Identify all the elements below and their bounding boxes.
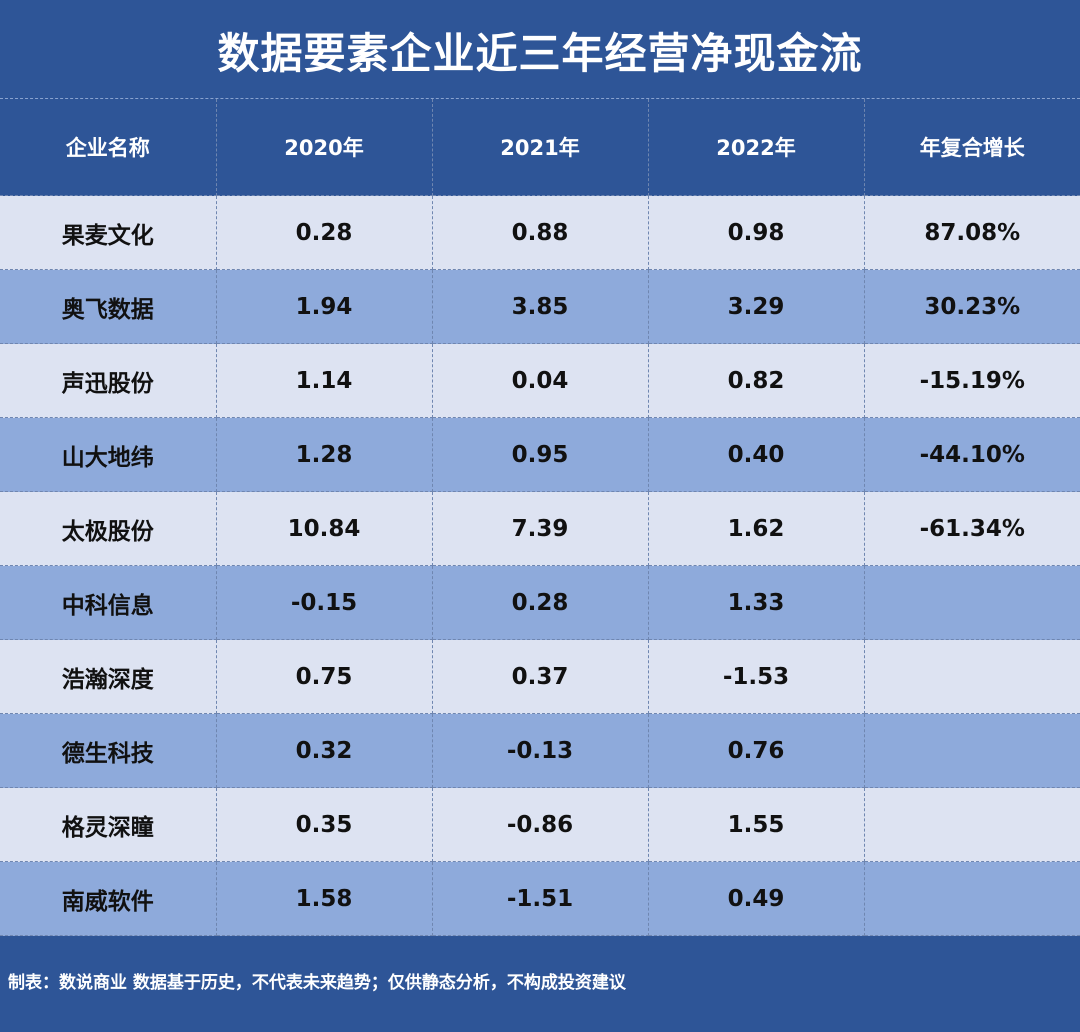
cagr-cell: -15.19% <box>863 343 1080 418</box>
company-cell: 太极股份 <box>0 491 217 566</box>
company-cell: 果麦文化 <box>0 195 217 270</box>
table-row: 德生科技 0.32 -0.13 0.76 <box>0 713 1080 788</box>
cagr-cell <box>863 639 1080 714</box>
header-company: 企业名称 <box>0 99 217 196</box>
cashflow-table: 企业名称 2020年 2021年 2022年 年复合增长 果麦文化 0.28 0.8… <box>0 99 1080 936</box>
value-2022-cell: 0.76 <box>647 713 865 788</box>
value-2021-cell: 3.85 <box>431 269 649 344</box>
value-2021-cell: -0.86 <box>431 787 649 862</box>
value-2020-cell: 0.32 <box>215 713 433 788</box>
company-cell: 浩瀚深度 <box>0 639 217 714</box>
value-2020-cell: 1.14 <box>215 343 433 418</box>
value-2022-cell: -1.53 <box>647 639 865 714</box>
value-2022-cell: 0.98 <box>647 195 865 270</box>
cagr-cell: -44.10% <box>863 417 1080 492</box>
table-row: 中科信息 -0.15 0.28 1.33 <box>0 565 1080 640</box>
value-2022-cell: 1.33 <box>647 565 865 640</box>
value-2021-cell: -1.51 <box>431 861 649 936</box>
table-row: 山大地纬 1.28 0.95 0.40 -44.10% <box>0 417 1080 492</box>
company-cell: 格灵深瞳 <box>0 787 217 862</box>
company-cell: 山大地纬 <box>0 417 217 492</box>
table-row: 浩瀚深度 0.75 0.37 -1.53 <box>0 639 1080 714</box>
cagr-cell: 87.08% <box>863 195 1080 270</box>
value-2020-cell: 0.35 <box>215 787 433 862</box>
value-2021-cell: 0.37 <box>431 639 649 714</box>
cagr-cell <box>863 713 1080 788</box>
cagr-cell: 30.23% <box>863 269 1080 344</box>
table-row: 奥飞数据 1.94 3.85 3.29 30.23% <box>0 269 1080 344</box>
source-note: 制表：数说商业 数据基于历史，不代表未来趋势；仅供静态分析，不构成投资建议 <box>8 973 626 993</box>
value-2020-cell: -0.15 <box>215 565 433 640</box>
header-2021: 2021年 <box>431 99 649 196</box>
value-2020-cell: 1.58 <box>215 861 433 936</box>
value-2022-cell: 1.55 <box>647 787 865 862</box>
table-row: 南威软件 1.58 -1.51 0.49 <box>0 861 1080 936</box>
value-2020-cell: 1.94 <box>215 269 433 344</box>
table-header-row: 企业名称 2020年 2021年 2022年 年复合增长 <box>0 99 1080 196</box>
table-row: 格灵深瞳 0.35 -0.86 1.55 <box>0 787 1080 862</box>
page-title: 数据要素企业近三年经营净现金流 <box>217 28 863 78</box>
header-cagr: 年复合增长 <box>863 99 1080 196</box>
cagr-cell <box>863 565 1080 640</box>
table-row: 太极股份 10.84 7.39 1.62 -61.34% <box>0 491 1080 566</box>
table-row: 声迅股份 1.14 0.04 0.82 -15.19% <box>0 343 1080 418</box>
table-body: 果麦文化 0.28 0.88 0.98 87.08% 奥飞数据 1.94 3.85 3.29 30… <box>0 195 1080 936</box>
cagr-cell <box>863 861 1080 936</box>
company-cell: 南威软件 <box>0 861 217 936</box>
value-2022-cell: 1.62 <box>647 491 865 566</box>
company-cell: 德生科技 <box>0 713 217 788</box>
value-2020-cell: 0.28 <box>215 195 433 270</box>
cagr-cell <box>863 787 1080 862</box>
value-2022-cell: 0.49 <box>647 861 865 936</box>
header-2022: 2022年 <box>647 99 865 196</box>
value-2021-cell: 0.04 <box>431 343 649 418</box>
value-2020-cell: 0.75 <box>215 639 433 714</box>
value-2021-cell: 0.88 <box>431 195 649 270</box>
value-2021-cell: 7.39 <box>431 491 649 566</box>
title-divider <box>0 98 1080 99</box>
value-2022-cell: 3.29 <box>647 269 865 344</box>
value-2021-cell: 0.95 <box>431 417 649 492</box>
table-row: 果麦文化 0.28 0.88 0.98 87.08% <box>0 195 1080 270</box>
header-2020: 2020年 <box>215 99 433 196</box>
value-2020-cell: 1.28 <box>215 417 433 492</box>
value-2022-cell: 0.40 <box>647 417 865 492</box>
value-2020-cell: 10.84 <box>215 491 433 566</box>
value-2022-cell: 0.82 <box>647 343 865 418</box>
cagr-cell: -61.34% <box>863 491 1080 566</box>
company-cell: 中科信息 <box>0 565 217 640</box>
company-cell: 奥飞数据 <box>0 269 217 344</box>
value-2021-cell: -0.13 <box>431 713 649 788</box>
value-2021-cell: 0.28 <box>431 565 649 640</box>
company-cell: 声迅股份 <box>0 343 217 418</box>
